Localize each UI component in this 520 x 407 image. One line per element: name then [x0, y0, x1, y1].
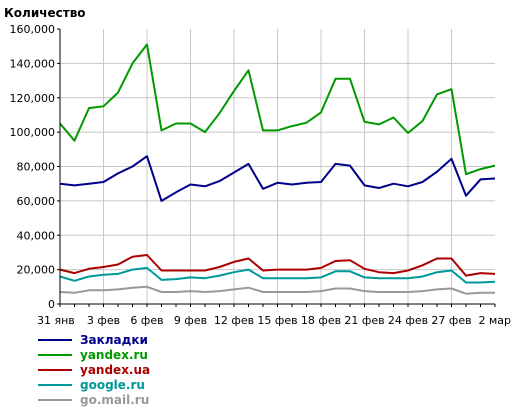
series-line-yandex-ru — [59, 43, 496, 176]
x-tick-label: 2 мар — [478, 314, 511, 327]
legend-label: Закладки — [80, 333, 148, 347]
legend-item: google.ru — [38, 378, 150, 392]
axes — [57, 28, 496, 307]
y-tick-label: 60,000 — [17, 195, 56, 208]
legend-label: google.ru — [80, 378, 145, 392]
y-tick-label: 80,000 — [17, 161, 56, 174]
legend-label: yandex.ru — [80, 348, 148, 362]
legend-swatch — [38, 354, 72, 356]
x-tick-label: 27 фев — [431, 314, 471, 327]
series-lines — [59, 43, 496, 295]
x-tick-label: 12 фев — [214, 314, 254, 327]
legend-item: yandex.ru — [38, 348, 150, 362]
y-tick-label: 20,000 — [17, 264, 56, 277]
series-line-закладки — [59, 155, 496, 202]
series-line-yandex-ua — [59, 254, 496, 277]
x-tick-label: 3 фев — [87, 314, 120, 327]
x-tick-label: 31 янв — [37, 314, 75, 327]
series-line-go-mail-ru — [59, 285, 495, 295]
y-tick-label: 120,000 — [10, 92, 56, 105]
legend-swatch — [38, 369, 72, 371]
x-tick-label: 9 фев — [174, 314, 207, 327]
legend-swatch — [38, 384, 72, 386]
legend-swatch — [38, 339, 72, 341]
x-tick-label: 6 фев — [130, 314, 163, 327]
y-tick-label: 0 — [48, 298, 55, 311]
y-tick-label: 100,000 — [10, 126, 56, 139]
legend-item: go.mail.ru — [38, 393, 150, 407]
legend: Закладки yandex.ru yandex.ua google.ru go.ma… — [38, 333, 150, 407]
legend-item: Закладки — [38, 333, 150, 347]
x-tick-label: 21 фев — [344, 314, 384, 327]
x-tick-labels: 31 янв 3 фев 6 фев 9 фев 12 фев 15 фев 18 фев 2… — [37, 314, 511, 327]
legend-swatch — [38, 399, 72, 401]
x-tick-label: 24 фев — [388, 314, 428, 327]
series-line-google-ru — [59, 266, 496, 284]
legend-label: yandex.ua — [80, 363, 151, 377]
legend-label: go.mail.ru — [80, 393, 150, 407]
y-tick-labels: 0 20,000 40,000 60,000 80,000 100,000 120,000 1… — [10, 23, 56, 311]
y-tick-label: 40,000 — [17, 229, 56, 242]
legend-item: yandex.ua — [38, 363, 150, 377]
x-tick-label: 18 фев — [301, 314, 341, 327]
y-tick-label: 140,000 — [10, 57, 56, 70]
x-tick-label: 15 фев — [257, 314, 297, 327]
y-tick-label: 160,000 — [10, 23, 56, 36]
y-axis-title: Количество — [4, 6, 86, 20]
